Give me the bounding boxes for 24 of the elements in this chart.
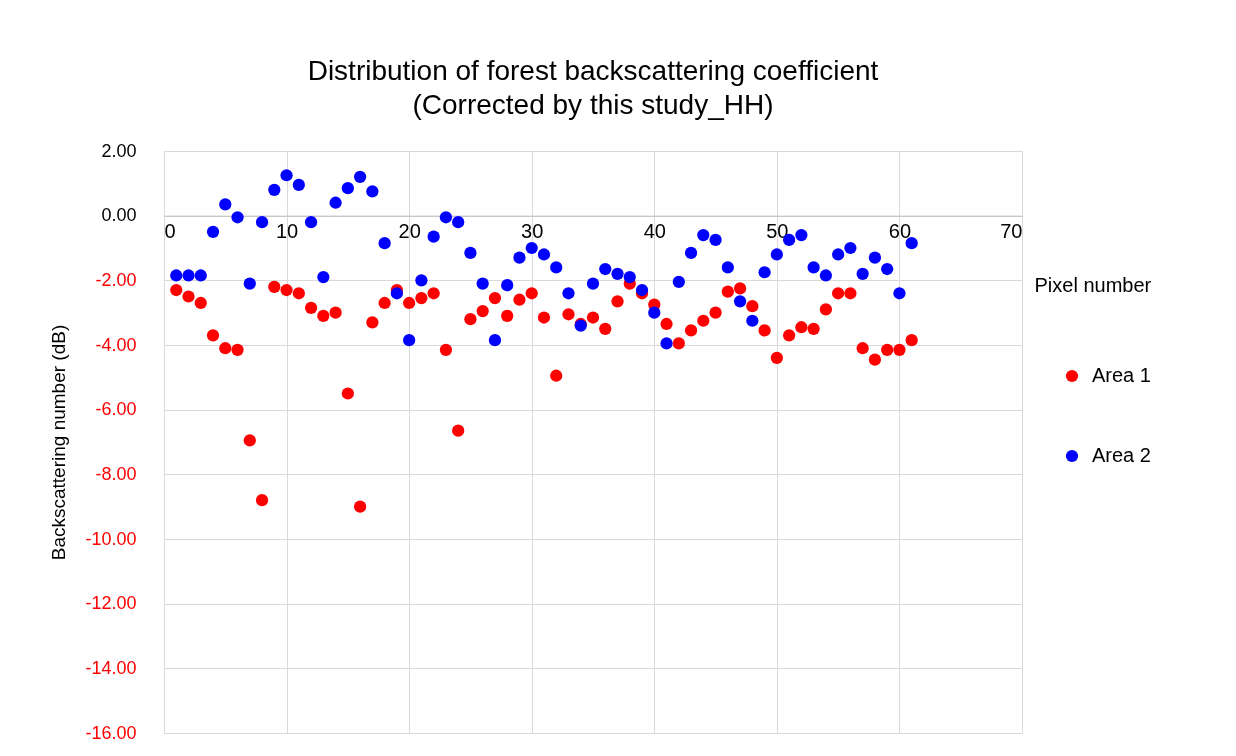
legend-label: Area 1 [1092,364,1151,386]
chart-subtitle: (Corrected by this study_HH) [412,89,774,120]
y-tick-label: 2.00 [101,140,137,161]
y-tick-label: 0.00 [101,205,137,226]
y-tick-label: -16.00 [85,722,137,743]
y-axis-title: Backscattering number (dB) [48,324,70,561]
y-tick-label: -8.00 [95,463,137,484]
x-tick-label: 30 [521,220,544,243]
x-axis-title: Pixel number [1034,274,1152,297]
legend-label: Area 2 [1092,444,1151,466]
y-tick-label: -10.00 [85,528,137,549]
x-tick-label: 70 [1000,220,1023,243]
x-tick-label: 20 [398,220,421,243]
y-tick-label: -4.00 [95,334,137,355]
y-tick-label: -2.00 [95,269,137,290]
y-tick-label: -6.00 [95,399,137,420]
x-tick-label: 0 [164,220,176,243]
x-tick-label: 50 [766,220,789,243]
chart-title: Distribution of forest backscattering coefficient [307,55,879,86]
y-tick-label: -12.00 [85,593,137,614]
x-tick-label: 60 [888,220,912,243]
x-tick-label: 10 [275,220,299,243]
x-tick-label: 40 [643,220,666,243]
y-tick-label: -14.00 [85,657,137,678]
